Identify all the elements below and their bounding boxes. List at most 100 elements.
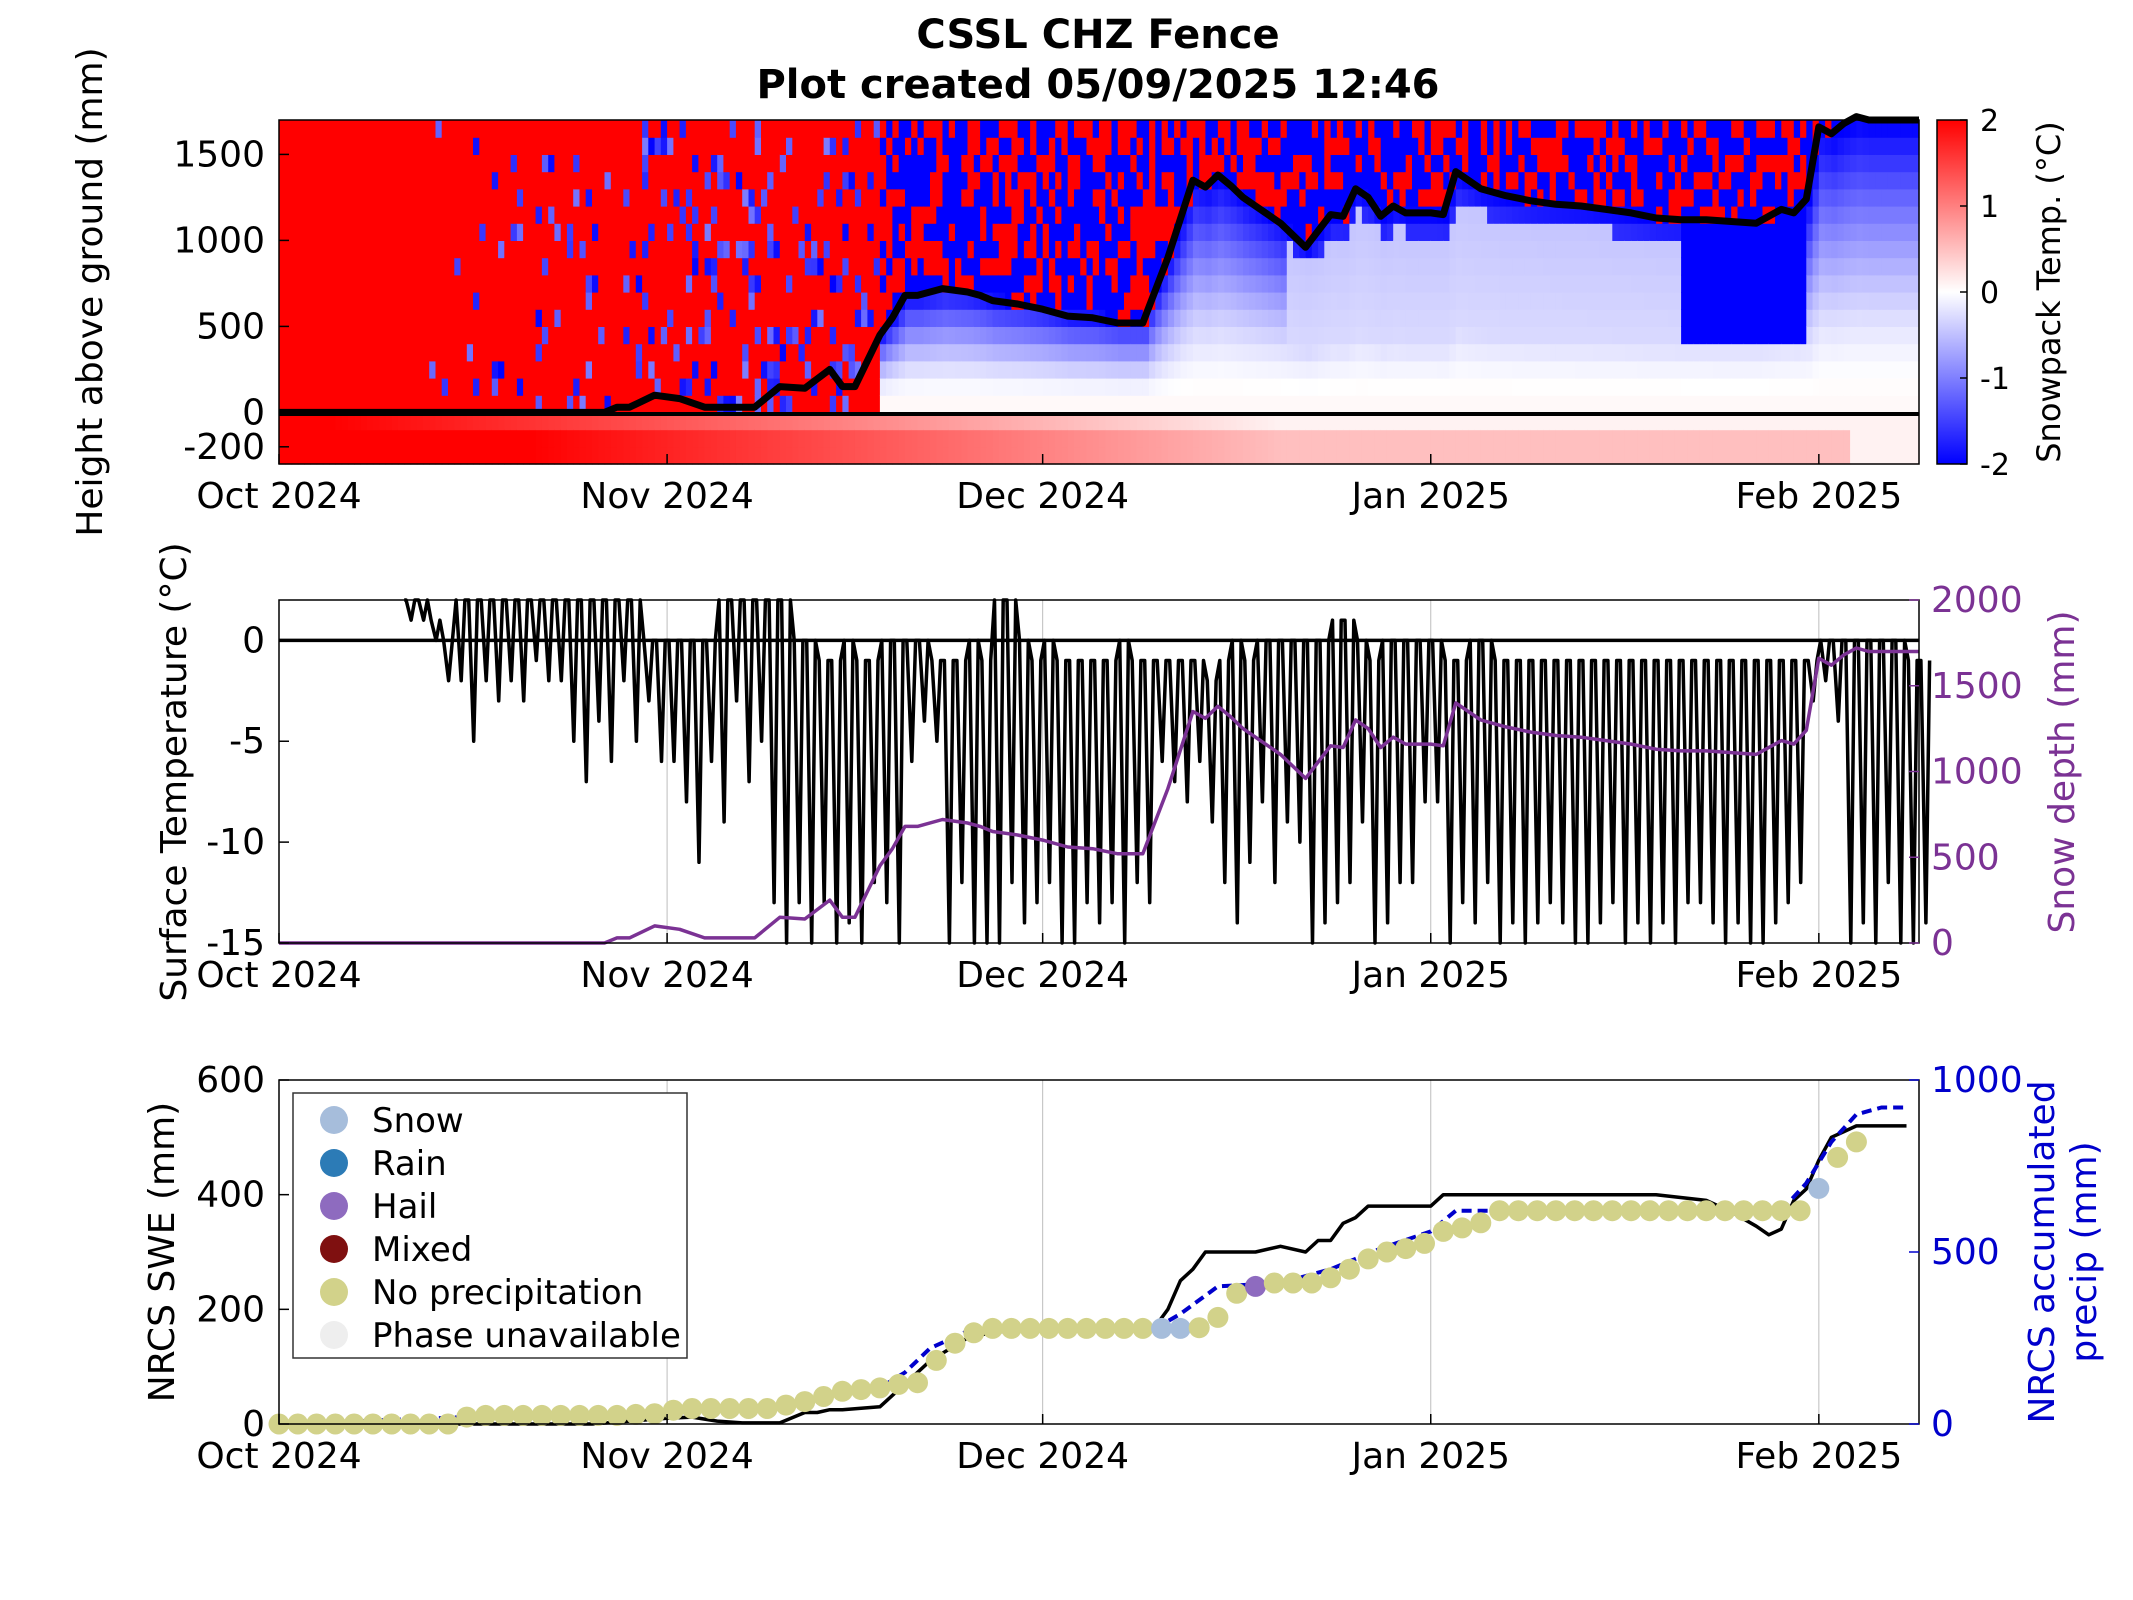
heatmap-cell <box>322 206 330 224</box>
heatmap-cell <box>1487 343 1494 362</box>
heatmap-cell <box>786 429 793 448</box>
heatmap-cell <box>1555 378 1563 396</box>
heatmap-cell <box>823 240 831 259</box>
heatmap-cell <box>1537 343 1545 362</box>
heatmap-cell <box>529 326 537 345</box>
heatmap-cell <box>316 292 324 310</box>
heatmap-cell <box>1599 360 1607 379</box>
heatmap-cell <box>1480 292 1488 310</box>
heatmap-cell <box>598 120 606 138</box>
heatmap-cell <box>879 378 887 396</box>
heatmap-cell <box>1243 120 1250 138</box>
heatmap-cell <box>1386 171 1394 190</box>
heatmap-cell <box>1086 137 1094 155</box>
heatmap-cell <box>955 360 962 379</box>
heatmap-cell <box>1017 188 1025 207</box>
heatmap-cell <box>1618 378 1626 396</box>
heatmap-cell <box>917 137 925 155</box>
heatmap-cell <box>535 240 543 259</box>
heatmap-cell <box>1725 137 1732 155</box>
heatmap-cell <box>817 257 825 276</box>
heatmap-cell <box>992 240 1000 259</box>
heatmap-cell <box>1812 429 1820 448</box>
heatmap-cell <box>360 378 368 396</box>
heatmap-cell <box>980 395 987 413</box>
heatmap-cell <box>279 257 286 276</box>
heatmap-cell <box>848 120 856 138</box>
heatmap-cell <box>717 137 725 155</box>
heatmap-cell <box>1280 429 1288 448</box>
heatmap-cell <box>804 429 812 448</box>
heatmap-cell <box>998 120 1006 138</box>
heatmap-cell <box>961 206 969 224</box>
heatmap-cell <box>329 309 336 327</box>
heatmap-cell <box>1668 223 1676 241</box>
heatmap-cell <box>1612 206 1620 224</box>
heatmap-cell <box>354 446 361 465</box>
heatmap-cell <box>879 274 887 293</box>
heatmap-cell <box>905 292 912 310</box>
heatmap-cell <box>454 274 462 293</box>
heatmap-cell <box>1568 240 1576 259</box>
heatmap-cell <box>1606 360 1613 379</box>
heatmap-cell <box>454 171 462 190</box>
heatmap-cell <box>604 446 612 465</box>
heatmap-cell <box>1593 171 1601 190</box>
heatmap-cell <box>1186 274 1194 293</box>
heatmap-cell <box>1762 274 1770 293</box>
heatmap-cell <box>466 292 474 310</box>
heatmap-cell <box>1042 429 1050 448</box>
heatmap-cell <box>1343 292 1350 310</box>
heatmap-cell <box>504 137 512 155</box>
heatmap-cell <box>1255 171 1263 190</box>
heatmap-cell <box>905 137 912 155</box>
heatmap-cell <box>1386 154 1394 173</box>
heatmap-cell <box>466 257 474 276</box>
heatmap-cell <box>1230 360 1238 379</box>
heatmap-cell <box>1136 326 1144 345</box>
heatmap-cell <box>1261 292 1269 310</box>
heatmap-cell <box>1687 257 1695 276</box>
heatmap-cell <box>1086 257 1094 276</box>
heatmap-cell <box>1831 326 1839 345</box>
heatmap-cell <box>1512 171 1519 190</box>
heatmap-cell <box>1793 137 1801 155</box>
heatmap-cell <box>861 292 868 310</box>
heatmap-cell <box>629 120 637 138</box>
heatmap-cell <box>347 292 355 310</box>
heatmap-cell <box>1812 343 1820 362</box>
heatmap-cell <box>642 171 649 190</box>
heatmap-cell <box>535 343 543 362</box>
heatmap-cell <box>1099 171 1106 190</box>
heatmap-cell <box>710 343 718 362</box>
heatmap-cell <box>560 446 568 465</box>
heatmap-cell <box>767 292 775 310</box>
heatmap-cell <box>1599 206 1607 224</box>
heatmap-cell <box>1061 412 1069 431</box>
heatmap-cell <box>1186 395 1194 413</box>
heatmap-cell <box>911 429 919 448</box>
heatmap-cell <box>573 154 581 173</box>
heatmap-cell <box>886 188 894 207</box>
heatmap-cell <box>1361 395 1369 413</box>
heatmap-cell <box>1161 292 1169 310</box>
heatmap-cell <box>1430 240 1438 259</box>
heatmap-cell <box>1130 240 1138 259</box>
heatmap-cell <box>1468 343 1476 362</box>
heatmap-cell <box>1274 274 1282 293</box>
heatmap-cell <box>679 257 687 276</box>
heatmap-cell <box>1449 309 1457 327</box>
heatmap-cell <box>335 206 343 224</box>
heatmap-cell <box>1368 274 1376 293</box>
heatmap-cell <box>1074 360 1081 379</box>
heatmap-cell <box>1793 429 1801 448</box>
heatmap-cell <box>1512 326 1519 345</box>
heatmap-cell <box>710 412 718 431</box>
heatmap-cell <box>1361 360 1369 379</box>
heatmap-cell <box>1280 378 1288 396</box>
heatmap-cell <box>1380 137 1388 155</box>
heatmap-cell <box>623 120 631 138</box>
heatmap-cell <box>667 326 674 345</box>
heatmap-cell <box>1731 343 1739 362</box>
heatmap-cell <box>548 137 556 155</box>
